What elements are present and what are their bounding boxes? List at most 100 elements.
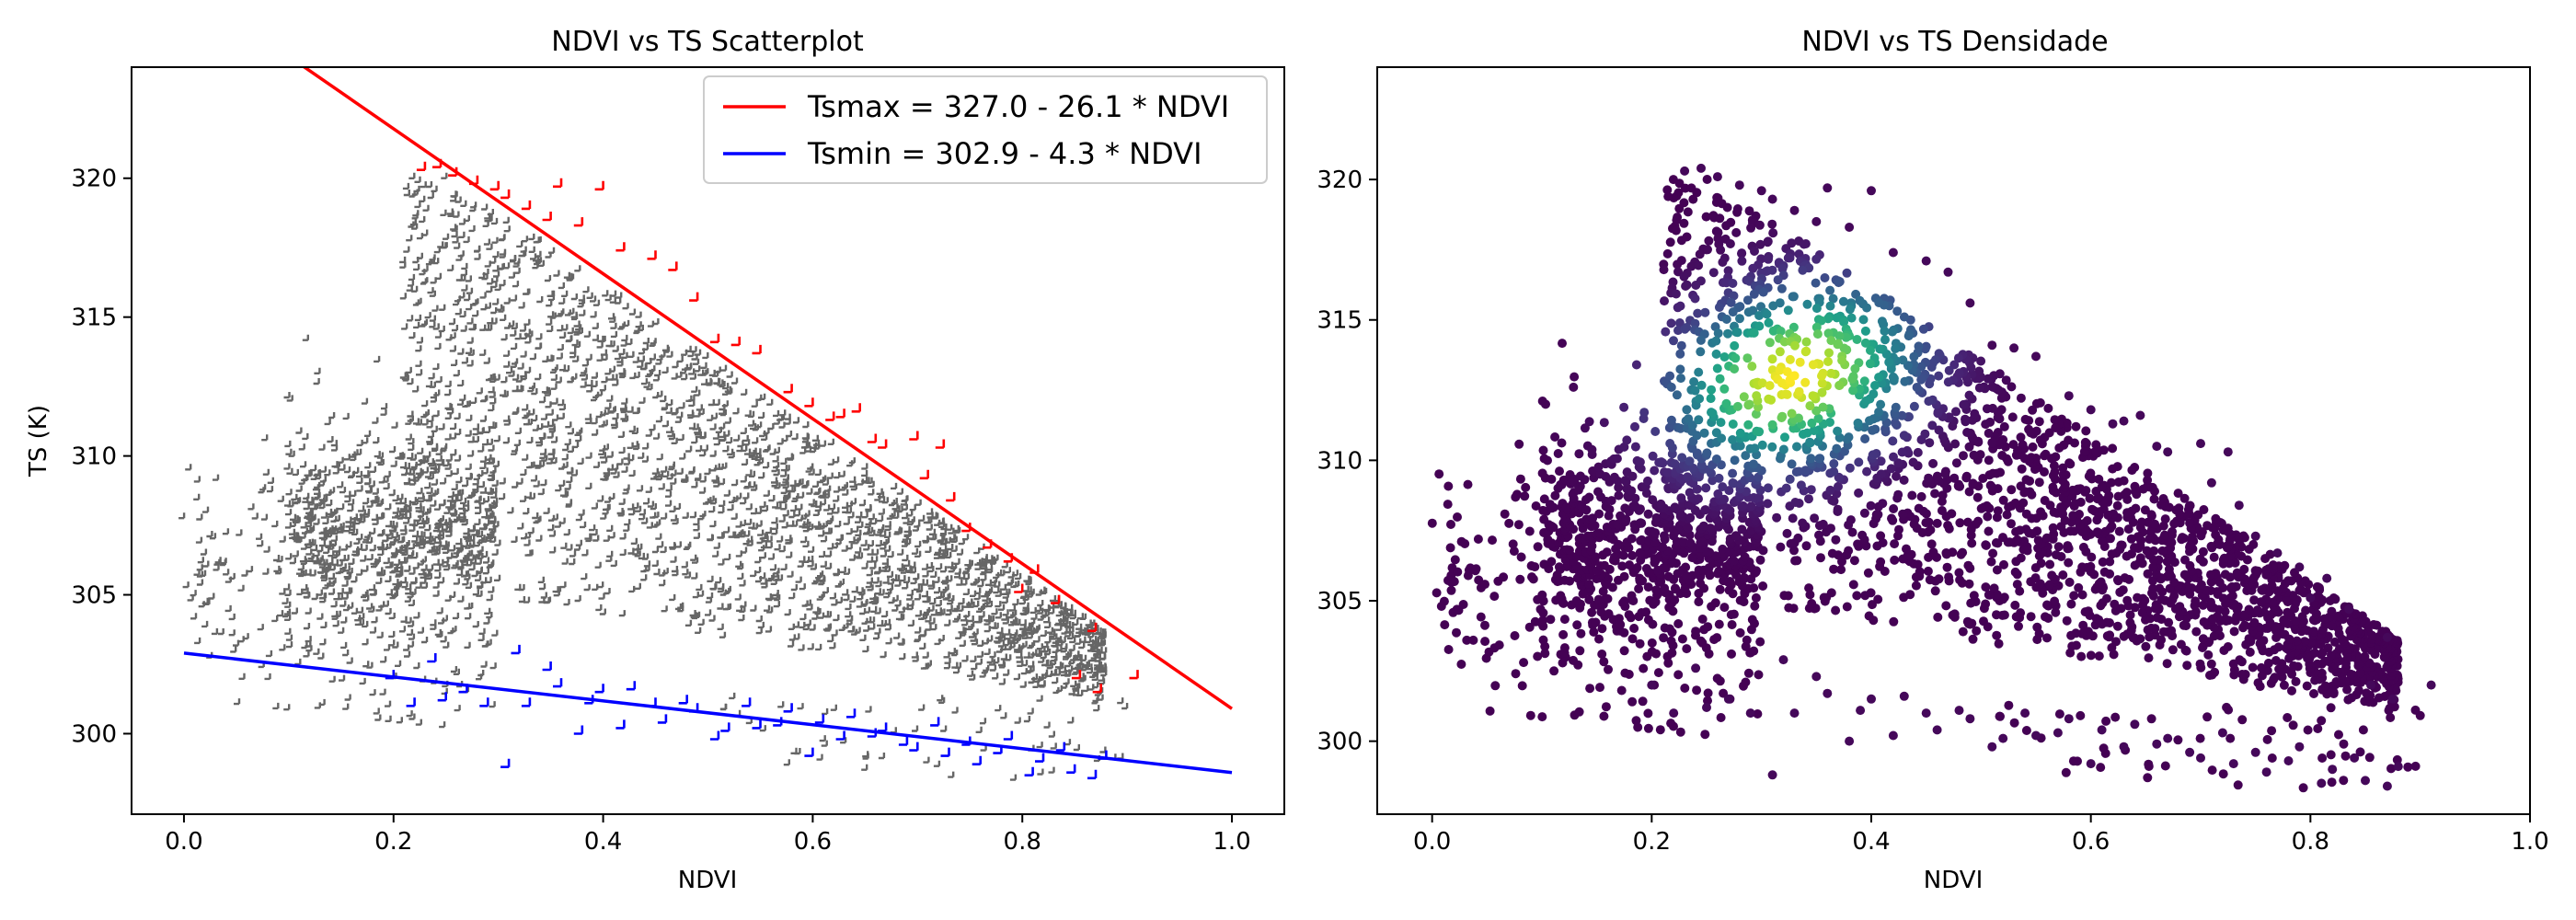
density-point [1490,681,1501,691]
sample-point [788,592,796,600]
sample-point [608,407,615,414]
sample-point [591,372,598,379]
sample-point [708,615,716,622]
sample-point [859,634,867,641]
sample-point [802,623,810,631]
sample-point [581,374,588,381]
sample-point [786,537,793,545]
density-point [2130,560,2140,570]
sample-point [535,535,543,542]
sample-point [993,587,1000,594]
sample-point [699,450,707,457]
sample-point [411,213,419,220]
density-point [2096,763,2106,773]
sample-point [607,374,615,381]
sample-point [1003,669,1010,676]
sample-point [613,471,620,478]
density-point [1719,603,1730,613]
sample-point [475,507,482,514]
sample-point [1033,624,1041,631]
density-point [1538,635,1548,645]
sample-point [907,619,914,627]
sample-point [738,615,745,622]
sample-point [845,528,853,535]
density-point [2066,599,2076,609]
sample-point [596,341,604,349]
sample-point [642,443,650,450]
sample-point [512,407,520,414]
sample-point [833,614,840,622]
density-point [2101,716,2111,726]
sample-point [415,360,422,367]
sample-point [415,467,422,475]
sample-point [483,238,491,246]
sample-point [766,398,774,406]
sample-point [868,529,876,536]
sample-point [954,526,961,534]
density-point [1998,533,2007,543]
sample-point [780,457,788,465]
sample-point [546,408,554,416]
sample-point [665,500,673,507]
sample-point [555,376,562,384]
density-point [2203,650,2214,660]
sample-point [1005,643,1013,650]
density-point [1549,666,1559,676]
sample-point [406,284,413,292]
sample-point [1029,606,1037,615]
sample-point [707,535,714,542]
sample-point [547,448,555,455]
density-point [2112,500,2122,511]
sample-point [681,374,688,381]
sample-point [610,559,617,568]
sample-point [550,374,558,381]
density-point [1848,580,1858,590]
sample-point [1023,575,1030,582]
sample-point [722,383,730,390]
density-point [1680,684,1690,693]
sample-point [819,440,827,447]
sample-point [530,253,537,260]
sample-point [540,592,547,599]
sample-point [867,584,874,592]
sample-point [481,273,489,281]
sample-point [641,455,650,463]
sample-point [477,445,485,453]
sample-point [818,523,825,530]
sample-point [591,418,598,425]
sample-point [888,500,896,507]
sample-point [632,407,639,415]
sample-point [610,467,617,475]
density-point [1614,614,1624,624]
sample-point [876,488,883,495]
density-point [1963,560,1973,570]
sample-point [492,460,500,467]
sample-point [966,559,973,567]
sample-point [539,452,546,459]
sample-point [592,429,599,436]
sample-point [731,479,739,487]
sample-point [827,635,834,643]
sample-point [408,438,415,445]
sample-point [989,664,997,672]
sample-point [912,655,919,662]
sample-point [755,627,763,635]
density-point [1427,518,1437,528]
sample-point [499,251,506,259]
sample-point [709,450,717,457]
sample-point [526,462,534,469]
sample-point [459,394,466,401]
sample-point [898,638,905,646]
sample-point [416,369,423,376]
sample-point [842,589,849,596]
density-point [1779,591,1789,601]
sample-point [783,465,790,472]
sample-point [811,500,818,508]
sample-point [690,346,697,353]
sample-point [902,554,909,562]
sample-point [847,512,855,519]
sample-point [759,393,766,400]
sample-point [774,482,781,489]
sample-point [1086,667,1094,674]
sample-point [820,560,827,568]
